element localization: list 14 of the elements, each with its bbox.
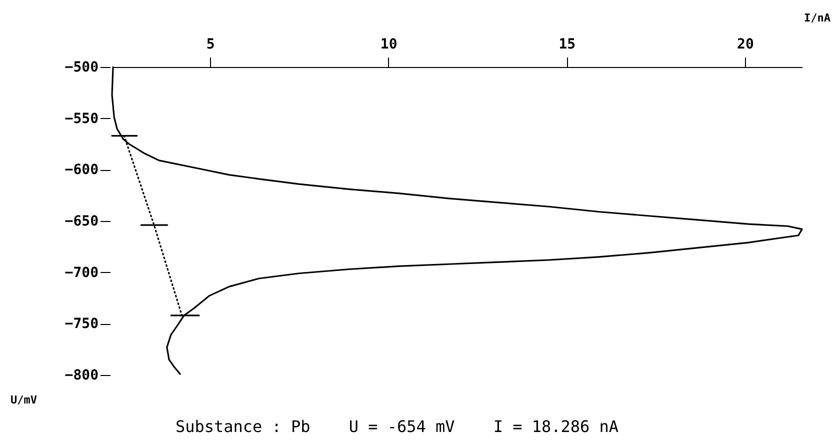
y-tick-label: −800 bbox=[64, 368, 98, 384]
x-tick-label: 5 bbox=[206, 36, 215, 52]
x-axis-title: I/nA bbox=[804, 12, 831, 24]
y-tick-label: −700 bbox=[64, 264, 98, 281]
x-tick-label: 20 bbox=[737, 36, 754, 52]
text: Substance : Pb U = -654 mV I = 18.286 nA bbox=[175, 417, 619, 436]
y-tick-label: −550 bbox=[64, 110, 98, 127]
y-tick-label: −600 bbox=[64, 162, 98, 178]
y-axis-title: U/mV bbox=[10, 394, 38, 406]
x-tick-label: 10 bbox=[380, 36, 398, 52]
y-tick-label: −650 bbox=[64, 214, 98, 230]
y-tick-label: −500 bbox=[64, 60, 98, 76]
x-tick-label: 15 bbox=[558, 36, 576, 52]
y-tick-label: −750 bbox=[64, 316, 98, 332]
